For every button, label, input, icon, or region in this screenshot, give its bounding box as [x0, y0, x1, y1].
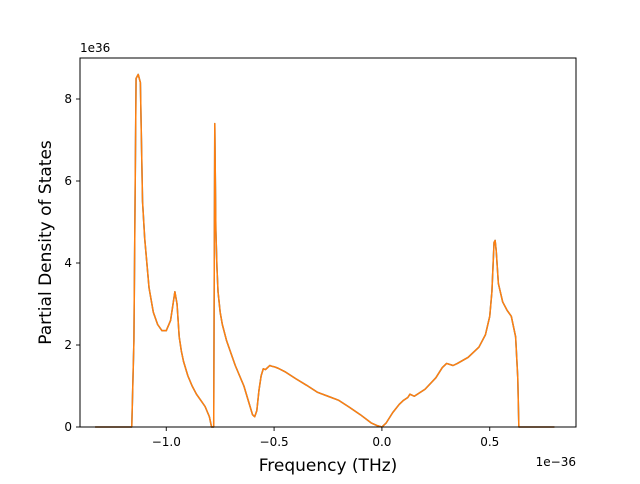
y-axis-label: Partial Density of States: [36, 140, 56, 345]
x-tick-label: 0.5: [480, 435, 499, 449]
y-tick-label: 8: [64, 92, 72, 106]
x-tick-label: −1.0: [152, 435, 181, 449]
series-line-2: [95, 73, 555, 428]
y-tick-label: 2: [64, 338, 72, 352]
series-layer: [95, 73, 555, 428]
x-axis-label: Frequency (THz): [259, 456, 398, 476]
y-tick-label: 0: [64, 420, 72, 434]
plot-frame: [79, 57, 577, 428]
y-offset-text: 1e36: [80, 41, 110, 55]
x-tick-label: 0.0: [372, 435, 391, 449]
x-tick-label: −0.5: [260, 435, 289, 449]
y-tick-label: 6: [64, 174, 72, 188]
y-tick-label: 4: [64, 256, 72, 270]
tick-layer: −1.0 −0.5 0.0 0.5 0 2 4 6 8: [64, 92, 499, 449]
x-offset-text: 1e−36: [536, 455, 576, 469]
plot-area: [80, 58, 576, 427]
